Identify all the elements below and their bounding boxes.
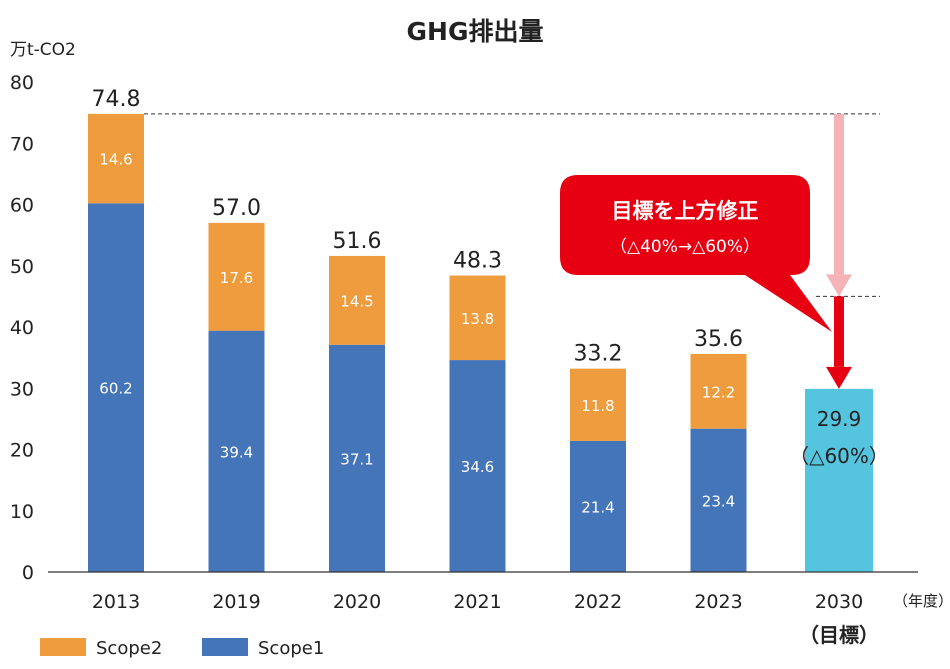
label-scope1-2023: 23.4 (702, 492, 735, 510)
y-tick-label: 20 (10, 440, 34, 462)
x-tick-label-2023: 2023 (694, 591, 742, 613)
label-scope2-2021: 13.8 (461, 310, 494, 328)
pale-arrow-shaft (834, 113, 844, 275)
callout-bubble: 目標を上方修正 （△40%→△60%） (560, 175, 832, 332)
x-tick-label-2021: 2021 (453, 591, 501, 613)
callout-line2: （△40%→△60%） (610, 237, 760, 257)
label-scope2-2020: 14.5 (340, 292, 373, 310)
bar-scope1-2019 (208, 330, 265, 572)
target-arrows (826, 113, 852, 389)
y-tick-label: 80 (10, 72, 34, 94)
y-tick-label: 50 (10, 256, 34, 278)
x-tick-label-2013: 2013 (92, 591, 140, 613)
bars: 60.2 14.6 39.4 17.6 37.1 14.5 34.6 13.8 21.4 11.8… (88, 113, 889, 572)
total-label-2019: 57.0 (212, 196, 261, 221)
target-value-label: 29.9 (817, 407, 862, 431)
legend-swatch-scope1 (202, 638, 248, 656)
callout-line1: 目標を上方修正 (612, 199, 759, 223)
x-tick-label-2022: 2022 (574, 591, 622, 613)
bar-scope2-2020 (329, 255, 385, 345)
label-scope1-2022: 21.4 (581, 498, 614, 516)
target-reduction-label: （△60%） (789, 444, 889, 468)
chart-title: GHG排出量 (407, 17, 544, 46)
legend-label-scope1: Scope1 (258, 638, 324, 659)
red-arrow-shaft (834, 296, 844, 367)
total-label-2020: 51.6 (333, 229, 382, 254)
pale-arrow-head (826, 274, 852, 297)
y-axis-unit-label: 万t-CO2 (10, 40, 76, 60)
legend-swatch-scope2 (40, 638, 86, 656)
y-axis-ticks: 0 10 20 30 40 50 60 70 80 (10, 72, 34, 584)
x-tick-label-2020: 2020 (333, 591, 381, 613)
x-tick-label-2019: 2019 (212, 591, 260, 613)
y-tick-label: 30 (10, 378, 34, 400)
label-scope1-2020: 37.1 (340, 450, 373, 468)
legend: Scope2 Scope1 (40, 638, 324, 659)
reference-lines (144, 113, 880, 297)
bar-scope2-2023 (690, 353, 747, 429)
label-scope1-2013: 60.2 (99, 380, 132, 398)
label-scope2-2023: 12.2 (702, 383, 735, 401)
y-tick-label: 70 (10, 133, 34, 155)
label-scope2-2013: 14.6 (99, 151, 132, 169)
bar-scope1-2013 (88, 203, 144, 572)
bar-scope2-2013 (88, 113, 144, 204)
total-labels: 74.8 57.0 51.6 48.3 33.2 35.6 (92, 87, 743, 367)
y-tick-label: 0 (22, 562, 34, 584)
bar-scope1-2021 (449, 360, 506, 572)
bar-scope1-2020 (329, 344, 385, 572)
y-tick-label: 10 (10, 501, 34, 523)
total-label-2021: 48.3 (453, 249, 502, 274)
bar-scope1-2023 (690, 428, 747, 572)
callout-shape (560, 175, 832, 332)
label-scope1-2021: 34.6 (461, 458, 494, 476)
label-scope2-2019: 17.6 (220, 269, 253, 287)
x-tick-label-2030: 2030 (815, 591, 863, 613)
total-label-2022: 33.2 (574, 342, 623, 367)
y-tick-label: 60 (10, 195, 34, 217)
y-tick-label: 40 (10, 317, 34, 339)
bar-target-2030 (805, 388, 873, 572)
label-scope2-2022: 11.8 (581, 397, 614, 415)
bar-scope1-2022 (570, 440, 626, 572)
bar-scope2-2022 (570, 368, 626, 441)
red-arrow-head (826, 366, 852, 389)
x-axis-labels: 2013 2019 2020 2021 2022 2023 2030 （目標） (92, 591, 879, 647)
bar-scope2-2021 (449, 275, 506, 361)
bar-scope2-2019 (208, 222, 265, 331)
x-tick-sublabel-2030: （目標） (799, 623, 879, 647)
x-axis-unit-label: （年度） (893, 592, 950, 610)
total-label-2013: 74.8 (92, 87, 141, 112)
legend-label-scope2: Scope2 (96, 638, 162, 659)
total-label-2023: 35.6 (694, 327, 743, 352)
label-scope1-2019: 39.4 (220, 443, 253, 461)
